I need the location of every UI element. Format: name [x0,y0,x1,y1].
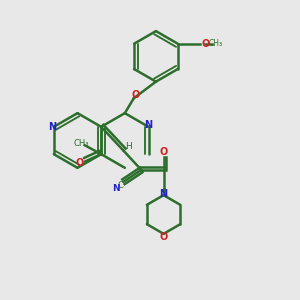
Text: H: H [125,142,132,151]
Text: N: N [145,120,153,130]
Text: O: O [131,90,140,100]
Text: O: O [75,158,84,168]
Text: O: O [160,147,168,157]
Text: O: O [202,39,210,49]
Text: CH₃: CH₃ [208,39,223,48]
Text: CH₃: CH₃ [74,139,89,148]
Text: O: O [160,232,168,242]
Text: N: N [112,184,120,193]
Text: N: N [160,189,168,199]
Text: N: N [48,122,56,132]
Text: C: C [118,181,123,190]
